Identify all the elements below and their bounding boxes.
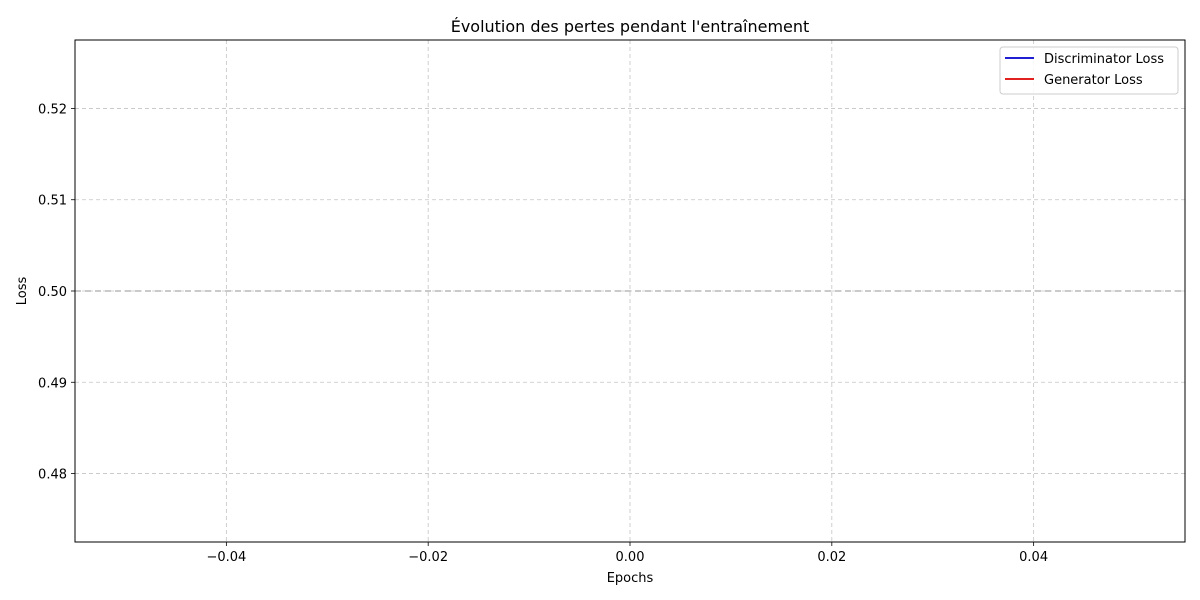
- x-tick-label: 0.00: [616, 550, 645, 565]
- y-tick-label: 0.52: [38, 102, 67, 117]
- y-tick-label: 0.48: [38, 468, 67, 483]
- x-tick-label: −0.04: [206, 550, 246, 565]
- x-axis-label: Epochs: [607, 571, 654, 586]
- y-tick-label: 0.49: [38, 376, 67, 391]
- x-tick-label: −0.02: [408, 550, 448, 565]
- legend: Discriminator Loss Generator Loss: [999, 46, 1179, 95]
- chart-title: Évolution des pertes pendant l'entraînem…: [451, 17, 810, 36]
- y-tick-label: 0.51: [38, 194, 67, 209]
- legend-label-generator-loss: Generator Loss: [1044, 73, 1143, 88]
- y-axis-label: Loss: [15, 277, 30, 306]
- x-tick-label: 0.04: [1019, 550, 1048, 565]
- y-tick-label: 0.50: [38, 285, 67, 300]
- ticks: −0.04 −0.02 0.00 0.02 0.04 0.48 0.49 0.50 0.51 0.…: [38, 102, 1048, 565]
- legend-box: [999, 46, 1179, 95]
- legend-label-discriminator-loss: Discriminator Loss: [1044, 52, 1164, 67]
- x-tick-label: 0.02: [817, 550, 846, 565]
